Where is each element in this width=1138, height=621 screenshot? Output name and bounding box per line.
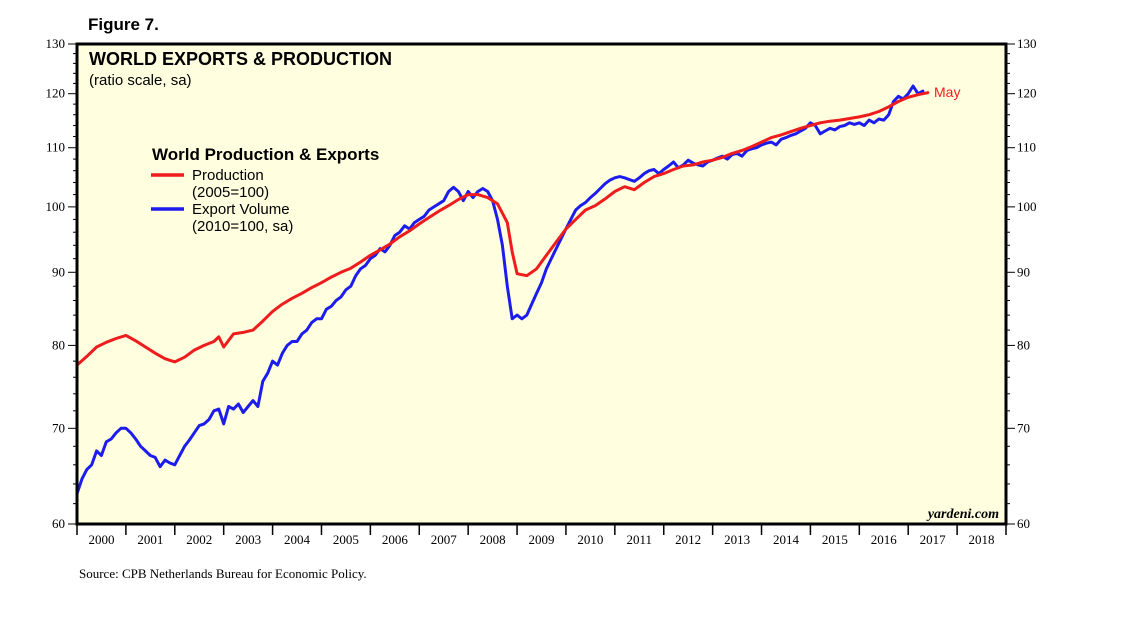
x-tick-label: 2017 [920,532,947,547]
series-line-production [75,91,930,367]
legend-label-production-base: (2005=100) [192,184,269,201]
x-tick-label: 2014 [773,532,800,547]
chart-title: WORLD EXPORTS & PRODUCTION [89,49,392,69]
y-tick-label-right: 80 [1017,337,1030,352]
y-tick-label-left: 110 [46,140,65,155]
series-line-export-volume [75,84,925,496]
plot-frame [75,42,1008,526]
x-tick-label: 2009 [529,532,555,547]
x-tick-label: 2006 [382,532,409,547]
y-tick-label-left: 100 [46,199,66,214]
x-tick-label: 2007 [431,532,458,547]
y-tick-label-left: 70 [52,420,65,435]
source-note: Source: CPB Netherlands Bureau for Econo… [79,566,367,581]
y-tick-label-left: 90 [52,264,65,279]
x-tick-label: 2011 [627,532,653,547]
x-tick-label: 2018 [969,532,995,547]
y-tick-label-left: 130 [46,36,66,51]
y-tick-label-right: 90 [1017,264,1030,279]
x-tick-label: 2002 [186,532,212,547]
x-tick-label: 2005 [333,532,359,547]
y-tick-label-right: 60 [1017,516,1030,531]
x-tick-label: 2012 [675,532,701,547]
x-tick-label: 2016 [871,532,898,547]
may-annotation: May [934,84,960,100]
y-tick-label-left: 60 [52,516,65,531]
watermark: yardeni.com [926,507,999,522]
legend-title: World Production & Exports [152,145,379,164]
x-tick-label: 2004 [284,532,311,547]
figure-label: Figure 7. [88,15,159,34]
x-tick-label: 2013 [724,532,750,547]
legend-label-export-volume-base: (2010=100, sa) [192,218,293,235]
y-tick-label-right: 120 [1017,86,1037,101]
y-tick-label-right: 100 [1017,199,1037,214]
series-layer [75,84,930,496]
x-tick-label: 2003 [235,532,261,547]
y-tick-label-right: 70 [1017,420,1030,435]
x-tick-label: 2010 [577,532,603,547]
axis-ticks: 60 60 70 70 80 80 90 90 100 100 110 110 120 120 130 130… [46,36,1037,547]
y-tick-label-right: 130 [1017,36,1037,51]
x-tick-label: 2015 [822,532,848,547]
legend: World Production & Exports Production (2… [151,145,379,235]
x-tick-label: 2001 [137,532,163,547]
legend-label-production: Production [192,167,264,184]
y-tick-label-right: 110 [1017,140,1036,155]
y-tick-label-left: 80 [52,337,65,352]
x-tick-label: 2008 [480,532,506,547]
legend-label-export-volume: Export Volume [192,201,290,218]
x-tick-label: 2000 [88,532,114,547]
chart-subtitle: (ratio scale, sa) [89,72,192,89]
y-tick-label-left: 120 [46,86,66,101]
